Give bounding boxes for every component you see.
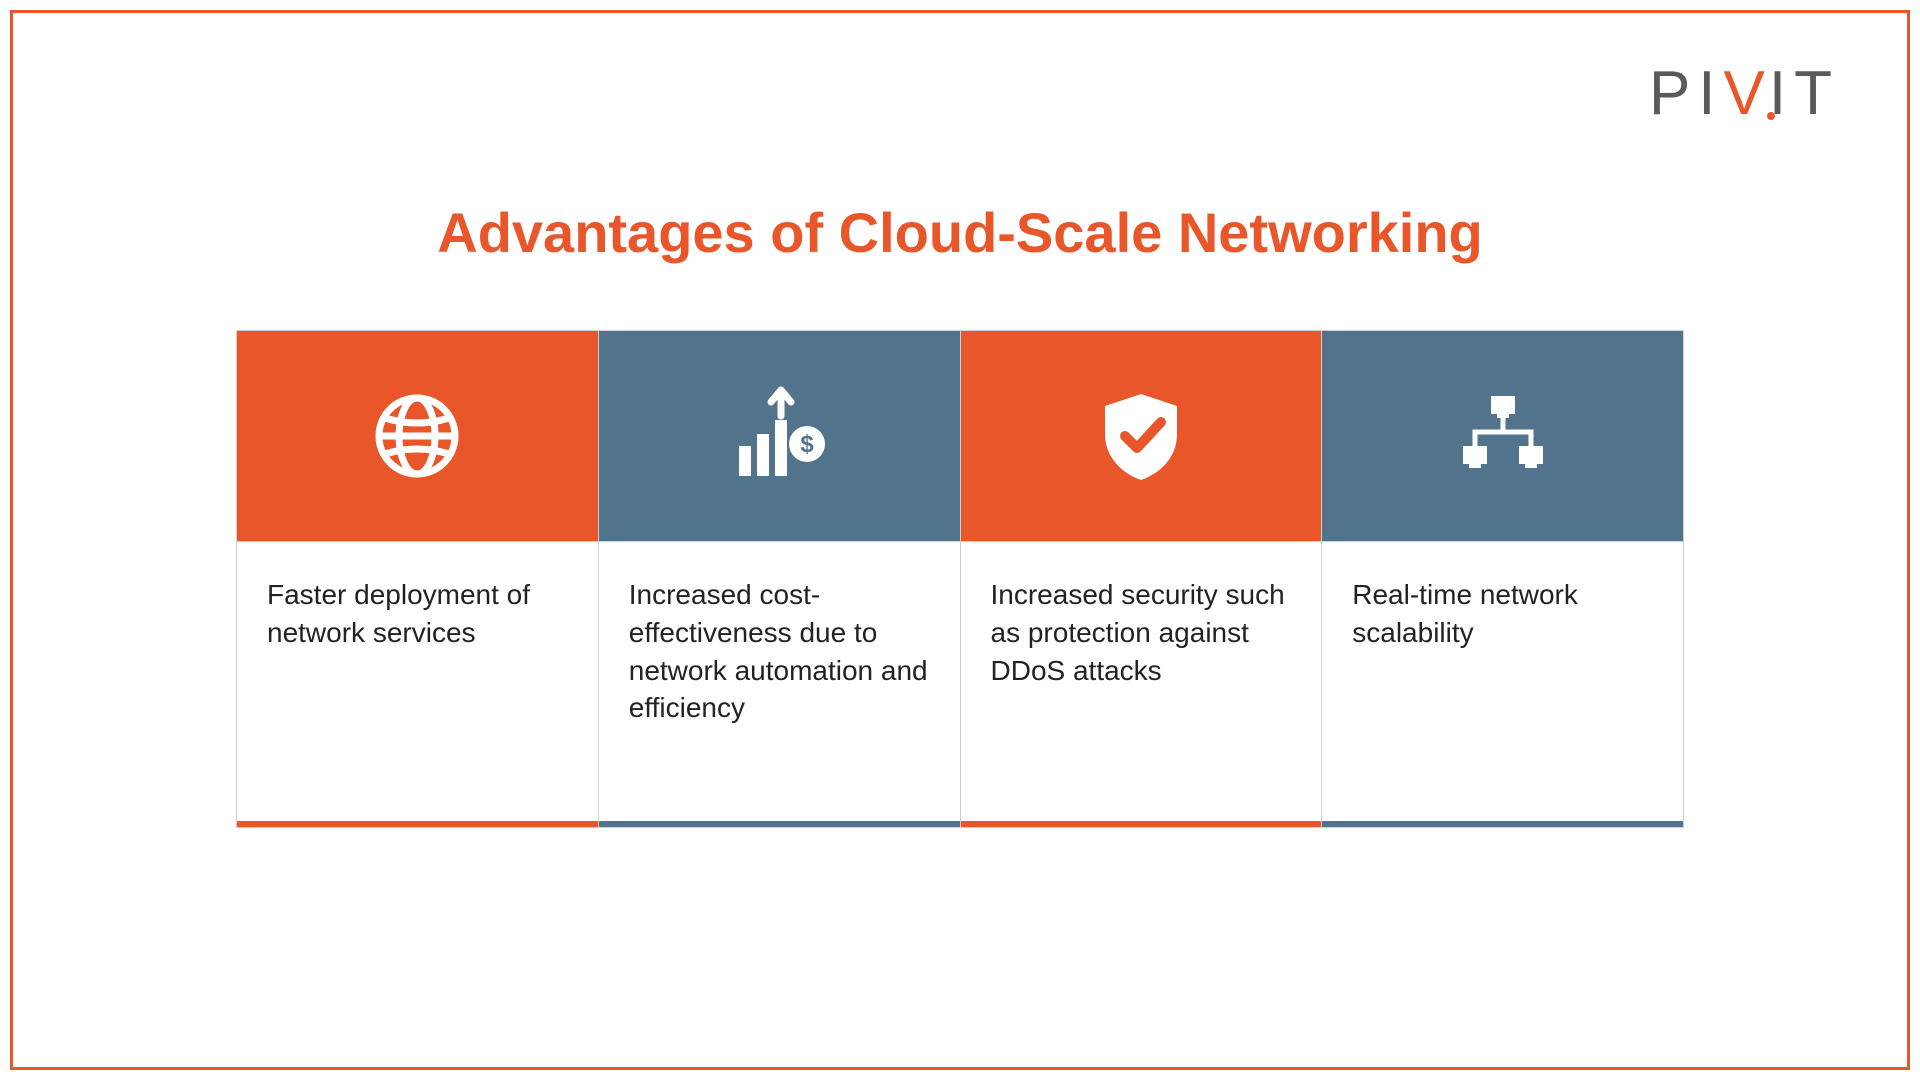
card-3: Real-time network scalability (1322, 331, 1683, 827)
card-0: Faster deployment of network services (237, 331, 599, 827)
card-1-icon-cell: $ (599, 331, 960, 541)
advantages-grid: Faster deployment of network services $ … (236, 330, 1684, 828)
card-0-text: Faster deployment of network services (237, 541, 598, 821)
brand-logo: PIVIT (1649, 58, 1840, 129)
card-2-icon-cell (961, 331, 1322, 541)
card-3-text: Real-time network scalability (1322, 541, 1683, 821)
shield-icon (1091, 386, 1191, 486)
card-1-text: Increased cost-effectiveness due to netw… (599, 541, 960, 821)
card-3-underline (1322, 821, 1683, 827)
growth-icon: $ (729, 386, 829, 486)
card-2-text: Increased security such as protection ag… (961, 541, 1322, 821)
card-2-underline (961, 821, 1322, 827)
slide-title: Advantages of Cloud-Scale Networking (0, 200, 1920, 265)
card-1: $ Increased cost-effectiveness due to ne… (599, 331, 961, 827)
svg-text:$: $ (800, 431, 814, 458)
card-2: Increased security such as protection ag… (961, 331, 1323, 827)
globe-icon (367, 386, 467, 486)
card-0-underline (237, 821, 598, 827)
card-1-underline (599, 821, 960, 827)
card-3-icon-cell (1322, 331, 1683, 541)
network-icon (1453, 386, 1553, 486)
card-0-icon-cell (237, 331, 598, 541)
